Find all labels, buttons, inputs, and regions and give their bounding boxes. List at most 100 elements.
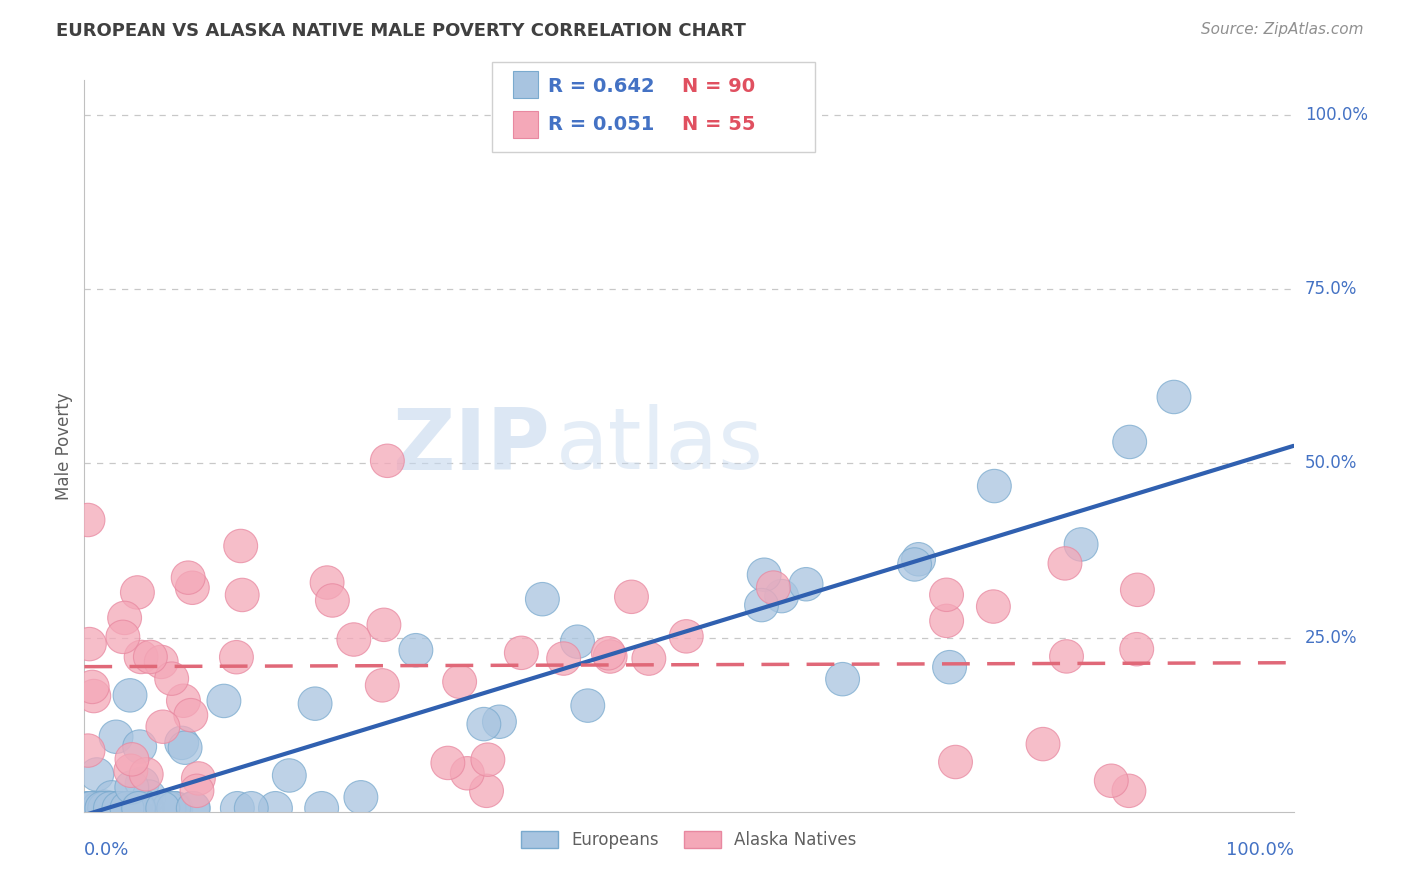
Legend: Europeans, Alaska Natives: Europeans, Alaska Natives <box>515 824 863 856</box>
Ellipse shape <box>76 670 110 704</box>
Ellipse shape <box>122 730 156 764</box>
Ellipse shape <box>180 774 214 807</box>
Ellipse shape <box>669 620 703 653</box>
Ellipse shape <box>224 529 257 563</box>
Ellipse shape <box>86 791 120 825</box>
Ellipse shape <box>547 642 581 675</box>
Ellipse shape <box>94 791 128 825</box>
Ellipse shape <box>745 589 779 622</box>
Ellipse shape <box>115 743 149 776</box>
Ellipse shape <box>337 623 371 657</box>
Ellipse shape <box>105 791 139 825</box>
Ellipse shape <box>112 791 146 825</box>
Ellipse shape <box>100 791 134 825</box>
Ellipse shape <box>114 791 148 825</box>
Ellipse shape <box>73 627 107 661</box>
Ellipse shape <box>72 791 105 825</box>
Ellipse shape <box>932 650 966 684</box>
Ellipse shape <box>747 558 782 591</box>
Ellipse shape <box>80 757 114 791</box>
Ellipse shape <box>129 757 163 791</box>
Ellipse shape <box>84 791 118 825</box>
Ellipse shape <box>117 791 150 825</box>
Ellipse shape <box>305 791 339 825</box>
Ellipse shape <box>125 767 159 801</box>
Ellipse shape <box>1094 764 1128 797</box>
Ellipse shape <box>1119 632 1154 666</box>
Ellipse shape <box>84 791 118 825</box>
Ellipse shape <box>593 640 627 673</box>
Ellipse shape <box>115 791 149 825</box>
Text: 0.0%: 0.0% <box>84 841 129 859</box>
Ellipse shape <box>157 791 191 825</box>
Ellipse shape <box>1112 425 1147 458</box>
Ellipse shape <box>207 684 240 718</box>
Ellipse shape <box>631 642 666 675</box>
Text: R = 0.642: R = 0.642 <box>548 77 655 96</box>
Ellipse shape <box>77 680 111 713</box>
Ellipse shape <box>129 791 163 825</box>
Text: atlas: atlas <box>555 404 763 488</box>
Ellipse shape <box>94 791 128 825</box>
Ellipse shape <box>614 580 648 614</box>
Ellipse shape <box>505 636 538 670</box>
Ellipse shape <box>482 705 516 739</box>
Ellipse shape <box>146 710 180 743</box>
Ellipse shape <box>526 582 560 615</box>
Ellipse shape <box>1047 547 1081 580</box>
Text: 100.0%: 100.0% <box>1305 106 1368 124</box>
Ellipse shape <box>77 791 111 825</box>
Ellipse shape <box>1050 640 1084 673</box>
Ellipse shape <box>86 791 120 825</box>
Ellipse shape <box>103 791 136 825</box>
Ellipse shape <box>789 567 823 601</box>
Ellipse shape <box>101 791 135 825</box>
Ellipse shape <box>124 791 157 825</box>
Ellipse shape <box>219 640 253 674</box>
Ellipse shape <box>86 791 120 825</box>
Ellipse shape <box>129 791 163 825</box>
Ellipse shape <box>91 791 127 825</box>
Ellipse shape <box>929 604 963 638</box>
Ellipse shape <box>298 687 332 721</box>
Text: N = 55: N = 55 <box>682 115 755 135</box>
Ellipse shape <box>146 791 180 825</box>
Ellipse shape <box>1112 774 1146 807</box>
Ellipse shape <box>121 575 155 609</box>
Ellipse shape <box>273 759 307 792</box>
Ellipse shape <box>471 743 505 776</box>
Ellipse shape <box>114 754 148 788</box>
Ellipse shape <box>134 640 167 673</box>
Ellipse shape <box>174 698 208 731</box>
Ellipse shape <box>592 637 626 670</box>
Ellipse shape <box>77 791 111 825</box>
Ellipse shape <box>1026 727 1060 761</box>
Ellipse shape <box>121 791 155 825</box>
Ellipse shape <box>929 578 963 612</box>
Text: R = 0.051: R = 0.051 <box>548 115 655 135</box>
Ellipse shape <box>87 790 121 823</box>
Ellipse shape <box>370 444 405 477</box>
Ellipse shape <box>110 791 143 825</box>
Ellipse shape <box>107 791 141 825</box>
Ellipse shape <box>87 791 121 825</box>
Ellipse shape <box>166 684 201 717</box>
Ellipse shape <box>176 571 209 605</box>
Ellipse shape <box>100 791 134 825</box>
Ellipse shape <box>94 791 128 825</box>
Ellipse shape <box>122 791 156 825</box>
Ellipse shape <box>82 791 115 825</box>
Ellipse shape <box>443 665 477 698</box>
Ellipse shape <box>901 542 935 576</box>
Ellipse shape <box>84 791 120 825</box>
Ellipse shape <box>159 791 193 825</box>
Ellipse shape <box>897 548 932 582</box>
Text: 25.0%: 25.0% <box>1305 629 1357 647</box>
Ellipse shape <box>765 580 799 613</box>
Ellipse shape <box>259 791 292 825</box>
Y-axis label: Male Poverty: Male Poverty <box>55 392 73 500</box>
Ellipse shape <box>1121 573 1154 607</box>
Ellipse shape <box>450 756 484 790</box>
Ellipse shape <box>115 791 149 825</box>
Ellipse shape <box>104 791 138 825</box>
